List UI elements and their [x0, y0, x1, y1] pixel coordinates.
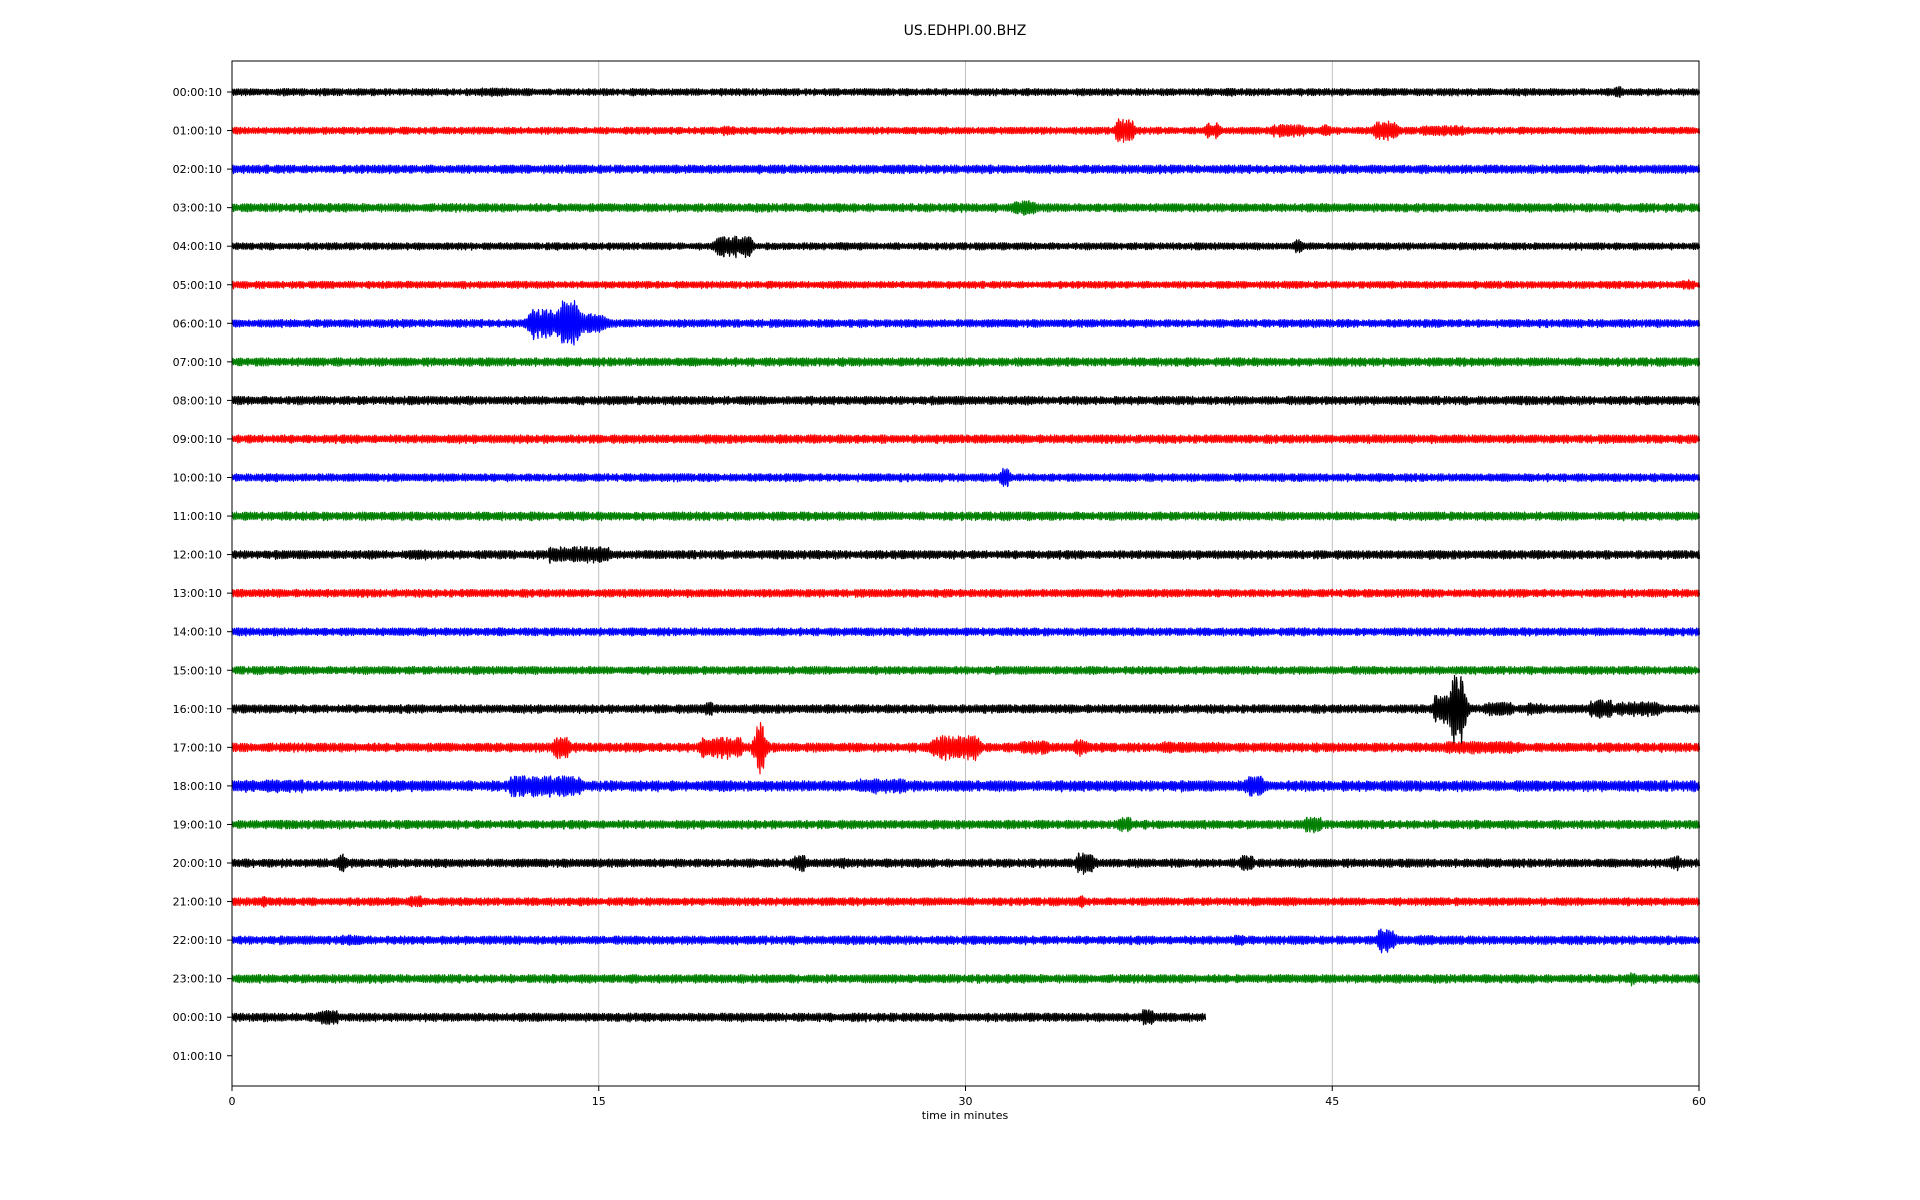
trace-row-24: [231, 1009, 1207, 1026]
row-label: 08:00:10: [173, 394, 222, 407]
row-label: 09:00:10: [173, 433, 222, 446]
chart-title: US.EDHPI.00.BHZ: [904, 23, 1027, 39]
trace-row-6: [231, 300, 1701, 346]
x-axis-ticks: 0 15 30 45 60: [229, 1086, 1706, 1108]
trace-row-14: [231, 627, 1701, 637]
row-label: 02:00:10: [173, 163, 222, 176]
row-label: 05:00:10: [173, 279, 222, 292]
trace-row-13: [231, 588, 1701, 599]
row-label: 17:00:10: [173, 741, 222, 754]
row-label: 07:00:10: [173, 356, 222, 369]
trace-row-16: [231, 675, 1701, 747]
trace-row-10: [231, 467, 1701, 488]
row-label: 01:00:10: [173, 1050, 222, 1063]
x-tick-label: 60: [1692, 1095, 1706, 1108]
vertical-gridlines: [598, 61, 1333, 1086]
row-label: 10:00:10: [173, 472, 222, 485]
trace-row-3: [231, 200, 1701, 216]
x-axis-label: time in minutes: [922, 1109, 1009, 1122]
trace-row-8: [231, 395, 1701, 406]
row-label: 16:00:10: [173, 703, 222, 716]
trace-row-2: [231, 164, 1701, 175]
row-time-labels: 00:00:10 01:00:10 02:00:10 03:00:10 04:00:10…: [173, 86, 232, 1063]
row-label: 03:00:10: [173, 202, 222, 215]
trace-row-11: [231, 511, 1701, 522]
seismic-traces: [231, 85, 1701, 1026]
trace-row-22: [231, 928, 1701, 954]
row-label: 15:00:10: [173, 664, 222, 677]
row-label: 11:00:10: [173, 510, 222, 523]
trace-row-17: [231, 721, 1701, 775]
row-label: 00:00:10: [173, 1011, 222, 1024]
trace-row-12: [231, 546, 1701, 564]
row-label: 00:00:10: [173, 86, 222, 99]
row-label: 23:00:10: [173, 973, 222, 986]
row-label: 14:00:10: [173, 626, 222, 639]
x-tick-label: 30: [959, 1095, 973, 1108]
row-label: 13:00:10: [173, 587, 222, 600]
trace-row-4: [231, 235, 1701, 259]
row-label: 12:00:10: [173, 549, 222, 562]
x-tick-label: 15: [592, 1095, 606, 1108]
trace-row-5: [231, 279, 1701, 290]
row-label: 22:00:10: [173, 934, 222, 947]
row-label: 19:00:10: [173, 818, 222, 831]
row-label: 04:00:10: [173, 240, 222, 253]
trace-row-7: [231, 357, 1701, 368]
row-label: 21:00:10: [173, 896, 222, 909]
trace-row-19: [231, 816, 1701, 834]
row-label: 06:00:10: [173, 317, 222, 330]
trace-row-15: [231, 665, 1701, 676]
row-label: 18:00:10: [173, 780, 222, 793]
trace-row-20: [231, 852, 1701, 875]
trace-row-18: [231, 775, 1701, 798]
x-tick-label: 45: [1325, 1095, 1339, 1108]
trace-row-23: [231, 972, 1701, 987]
x-tick-label: 0: [229, 1095, 236, 1108]
trace-row-1: [231, 118, 1701, 143]
trace-row-9: [231, 434, 1701, 445]
trace-row-0: [231, 85, 1701, 98]
row-label: 20:00:10: [173, 857, 222, 870]
trace-row-21: [231, 895, 1701, 909]
row-label: 01:00:10: [173, 125, 222, 138]
